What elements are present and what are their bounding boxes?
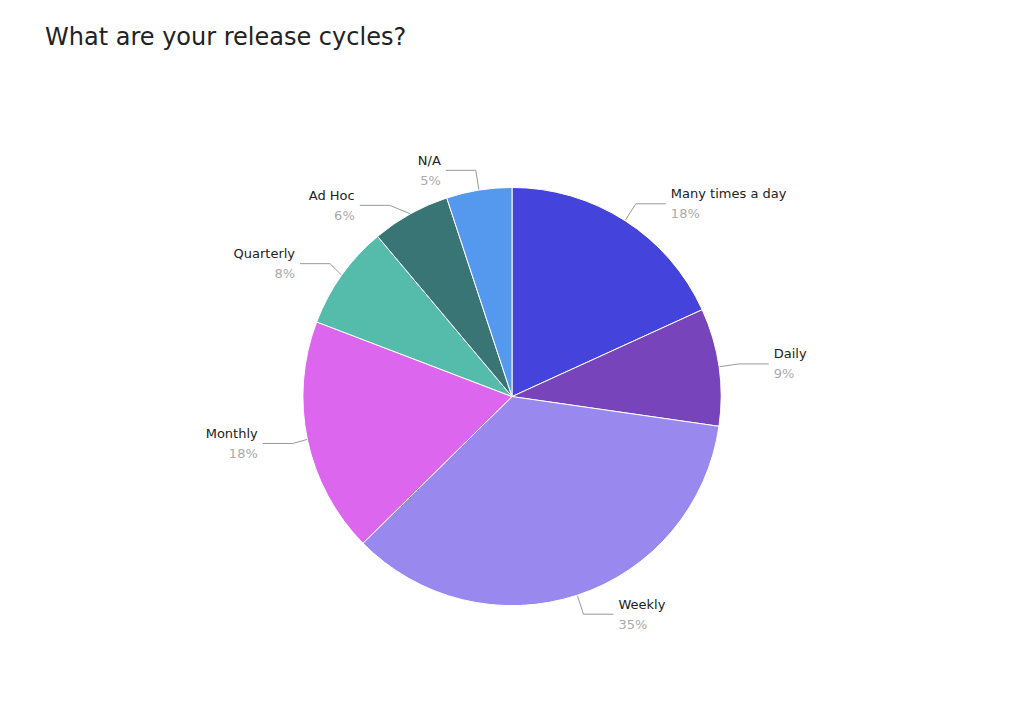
svg-text:What are your release cycles?: What are your release cycles? (45, 23, 406, 51)
svg-text:18%: 18% (671, 206, 700, 221)
svg-text:6%: 6% (334, 208, 355, 223)
svg-text:18%: 18% (229, 446, 258, 461)
svg-text:Quarterly: Quarterly (234, 246, 296, 261)
svg-text:9%: 9% (774, 366, 795, 381)
svg-text:Daily: Daily (774, 346, 807, 361)
svg-text:35%: 35% (618, 617, 647, 632)
svg-text:5%: 5% (420, 173, 441, 188)
svg-text:Weekly: Weekly (618, 597, 665, 612)
svg-text:N/A: N/A (418, 153, 441, 168)
svg-text:Ad Hoc: Ad Hoc (309, 188, 355, 203)
svg-text:8%: 8% (274, 266, 295, 281)
svg-text:Monthly: Monthly (206, 426, 258, 441)
svg-text:Many times a day: Many times a day (671, 186, 787, 201)
